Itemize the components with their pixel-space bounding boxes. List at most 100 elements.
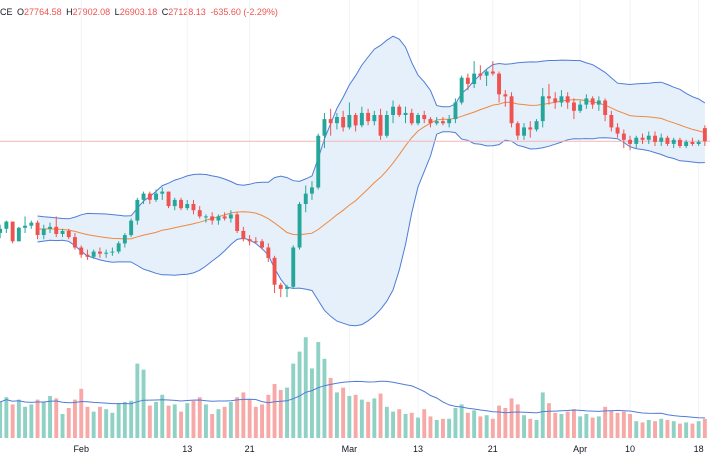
candle-body	[409, 112, 414, 124]
volume-bar	[653, 421, 657, 438]
candle-body	[73, 237, 77, 248]
volume-bar	[228, 402, 233, 438]
volume-ma-line	[0, 380, 705, 419]
volume-bar	[310, 368, 314, 438]
candle-body	[122, 235, 127, 244]
volume-bar	[378, 393, 383, 438]
candle-body	[646, 135, 651, 140]
candle-body	[216, 216, 221, 221]
volume-bar	[515, 404, 520, 438]
candle-body	[403, 112, 408, 115]
candle-body	[147, 193, 152, 200]
candle-body	[372, 115, 377, 122]
volume-bar	[659, 418, 664, 438]
candle-body	[154, 193, 158, 200]
candle-body	[522, 127, 526, 136]
volume-bar	[634, 421, 639, 438]
volume-bar	[409, 412, 414, 438]
x-tick-label: 10	[625, 444, 635, 454]
volume-bar	[160, 394, 165, 438]
volume-bar	[472, 410, 477, 438]
volume-bar	[85, 406, 90, 438]
volume-bar	[559, 414, 564, 438]
candle-body	[322, 119, 327, 136]
volume-bar	[141, 369, 146, 438]
volume-bar	[478, 416, 483, 438]
volume-bar	[210, 414, 215, 438]
volume-bar	[384, 406, 389, 438]
volume-ma	[0, 380, 705, 419]
candle-body	[185, 204, 190, 209]
change-value: -635.60 (-2.29%)	[210, 7, 278, 17]
candle-body	[603, 100, 608, 115]
candle-body	[547, 96, 551, 99]
candle-body	[172, 199, 177, 207]
volume-bar	[646, 420, 651, 438]
volume-bar	[484, 415, 489, 438]
candle-body	[141, 193, 146, 200]
volume-bar	[347, 396, 352, 438]
volume-bar	[278, 390, 283, 438]
bollinger-bands	[37, 35, 706, 327]
candle-body	[540, 96, 545, 122]
volume-bar	[547, 403, 551, 438]
candle-body	[104, 252, 109, 254]
volume-bar	[235, 397, 240, 438]
candle-body	[54, 226, 59, 234]
volume-bar	[322, 358, 327, 438]
volume-bar	[4, 397, 9, 438]
candle-body	[222, 216, 227, 219]
volume-bar	[266, 394, 271, 438]
candle-body	[572, 102, 576, 111]
candle-body	[515, 123, 520, 136]
volume-bar	[609, 410, 614, 438]
candle-body	[509, 96, 514, 124]
volume-bar	[640, 422, 645, 438]
candle-body	[66, 230, 71, 238]
x-tick-label: 21	[488, 444, 498, 454]
candle-body	[335, 117, 339, 124]
volume-bar	[253, 406, 258, 438]
volume-bar	[16, 399, 21, 438]
candle-body	[85, 254, 90, 257]
candle-body	[353, 115, 358, 126]
volume-bar	[453, 408, 458, 438]
candles	[0, 61, 707, 298]
candle-body	[472, 73, 477, 84]
x-tick-label: Mar	[342, 444, 358, 454]
volume-bar	[166, 405, 171, 438]
candle-body	[534, 121, 539, 130]
volume-bar	[197, 397, 202, 438]
candle-body	[204, 216, 208, 218]
volume-bar	[297, 351, 302, 438]
candle-body	[291, 247, 296, 287]
bb-lower-line	[37, 131, 705, 327]
candle-body	[584, 98, 589, 105]
volume-bar	[540, 392, 545, 438]
volume-bar	[241, 392, 246, 438]
candle-body	[434, 121, 439, 124]
candle-body	[266, 247, 271, 258]
volume-bar	[328, 378, 333, 438]
volume-bar	[135, 363, 140, 438]
candle-body	[79, 247, 84, 255]
candle-body	[428, 119, 433, 124]
volume-bar	[428, 416, 433, 438]
candle-body	[416, 115, 420, 124]
high-value: H27902.08	[66, 7, 111, 17]
candle-body	[60, 230, 65, 234]
volume-bar	[191, 400, 196, 438]
candle-body	[23, 225, 27, 228]
candle-body	[628, 139, 632, 144]
x-tick-label: 18	[694, 444, 704, 454]
volume-bar	[391, 411, 395, 438]
candle-body	[179, 199, 183, 209]
volume-bar	[528, 418, 533, 438]
candle-body	[503, 94, 508, 97]
candle-body	[559, 96, 564, 103]
volume-bar	[48, 396, 52, 438]
volume-bar	[671, 421, 676, 438]
candle-body	[653, 135, 657, 142]
candle-body	[578, 104, 583, 111]
